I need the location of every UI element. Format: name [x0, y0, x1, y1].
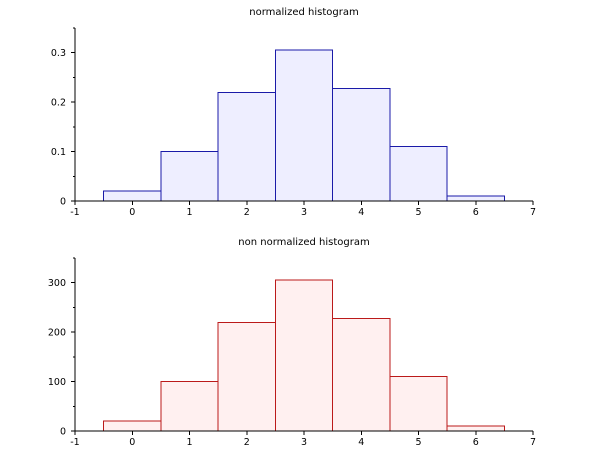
- x-tick-label: 7: [530, 207, 536, 218]
- histogram-bar: [389, 146, 448, 202]
- x-tick-label: 4: [358, 437, 364, 448]
- x-tick-label: -1: [70, 437, 79, 448]
- histogram-bar: [217, 321, 276, 432]
- x-tick-label: 5: [415, 207, 421, 218]
- x-tick-label: 5: [415, 437, 421, 448]
- histogram-bar: [160, 151, 219, 202]
- histogram-bar: [446, 425, 505, 432]
- histogram-bar: [103, 420, 162, 432]
- y-tick-label: 300: [48, 278, 66, 289]
- histogram-bar: [332, 87, 391, 202]
- normalized-histogram-chart: normalized histogram -1 0 1 2 3 4 5 6 7 0 0.1 0.2 0.…: [51, 7, 536, 218]
- histogram-bar: [446, 195, 505, 202]
- x-tick-label: 2: [244, 437, 250, 448]
- y-tick-label: 100: [48, 377, 66, 388]
- x-tick-label: -1: [70, 207, 79, 218]
- y-tick-label: 0.2: [51, 98, 66, 109]
- histogram-bar: [274, 49, 334, 202]
- y-tick-label: 0.3: [51, 48, 66, 59]
- x-tick-label: 3: [301, 207, 307, 218]
- histogram-bar: [389, 376, 448, 432]
- y-tick-label: 0: [60, 427, 66, 438]
- histogram-bar: [274, 279, 334, 432]
- histogram-bar: [103, 190, 162, 202]
- x-tick-label: 1: [186, 207, 192, 218]
- chart-title: non normalized histogram: [238, 237, 369, 248]
- x-tick-label: 0: [129, 437, 135, 448]
- x-tick-label: 7: [530, 437, 536, 448]
- x-tick-label: 6: [473, 207, 479, 218]
- x-tick-label: 1: [186, 437, 192, 448]
- x-tick-label: 3: [301, 437, 307, 448]
- histogram-bar: [217, 91, 276, 202]
- x-tick-label: 6: [473, 437, 479, 448]
- y-tick-label: 200: [48, 328, 66, 339]
- non-normalized-histogram-chart: non normalized histogram -1 0 1 2 3 4 5 6 7 0 100 2…: [48, 237, 536, 448]
- y-tick-label: 0: [60, 197, 66, 208]
- histogram-bar: [160, 381, 219, 432]
- x-tick-label: 4: [358, 207, 364, 218]
- x-tick-label: 0: [129, 207, 135, 218]
- y-tick-label: 0.1: [51, 147, 66, 158]
- chart-title: normalized histogram: [249, 7, 358, 18]
- x-tick-label: 2: [244, 207, 250, 218]
- histogram-bar: [332, 317, 391, 432]
